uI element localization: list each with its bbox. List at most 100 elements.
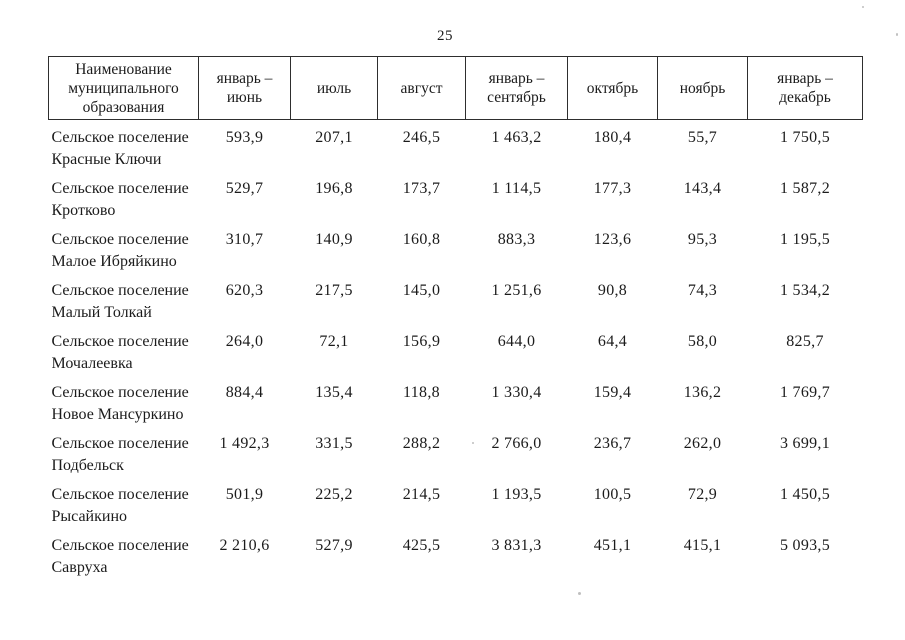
municipality-name-line: Сельское поселение [51,486,189,503]
municipality-name-cell: Сельское поселение Новое Мансуркино [49,375,199,426]
municipality-name-line: Савруха [51,559,108,576]
value-cell: 529,7 [225,180,264,197]
value-cell: 527,9 [315,537,353,554]
scan-speck [862,6,864,8]
value-cell: 72,9 [687,486,718,503]
municipality-name-line: Подбельск [51,457,124,474]
header-line: июль [316,79,352,97]
municipality-name-line: Сельское поселение [51,435,189,452]
value-cell: 180,4 [593,129,632,146]
value-cell: 331,5 [315,435,353,452]
value-cell: 217,5 [315,282,353,299]
municipality-name-cell: Сельское поселение Малое Ибряйкино [49,222,199,273]
table-row: Сельское поселение Кротково 529,7 196,8 173,… [49,171,863,222]
value-cell: 159,4 [593,384,632,401]
value-cell: 207,1 [315,129,353,146]
value-cell: 145,0 [402,282,441,299]
value-cell: 3 831,3 [491,537,542,554]
value-cell: 1 195,5 [779,231,831,248]
value-cell: 825,7 [786,333,824,350]
value-cell: 1 193,5 [491,486,542,503]
header-line: октябрь [586,79,639,97]
value-cell: 225,2 [315,486,353,503]
municipality-name-line: Кротково [51,202,116,219]
value-cell: 451,1 [593,537,632,554]
table-row: Сельское поселение Рысайкино 501,9 225,2 214… [49,477,863,528]
value-cell: 2 766,0 [491,435,542,452]
scan-speck [578,592,581,595]
value-cell: 1 492,3 [219,435,270,452]
value-cell: 95,3 [687,231,718,248]
header-line: декабрь [779,89,831,106]
value-cell: 884,4 [225,384,264,401]
header-august: август [377,56,466,120]
value-cell: 2 210,6 [219,537,270,554]
municipality-name-line: Мочалеевка [51,355,133,372]
header-line: муниципального [68,79,179,97]
header-row: Наименование муниципального образования … [48,56,863,120]
scan-speck [896,33,898,36]
header-november: ноябрь [657,56,748,120]
municipality-name-cell: Сельское поселение Кротково [49,171,199,222]
value-cell: 1 463,2 [491,129,542,146]
municipality-name-cell: Сельское поселение Малый Толкай [49,273,199,324]
value-cell: 160,8 [402,231,441,248]
table-row: Сельское поселение Малое Ибряйкино 310,7 14… [49,222,863,273]
value-cell: 196,8 [315,180,353,197]
value-cell: 1 587,2 [779,180,831,197]
value-cell: 100,5 [593,486,632,503]
value-cell: 1 330,4 [491,384,542,401]
value-cell: 118,8 [403,384,440,401]
header-october: октябрь [567,56,658,120]
header-line: Наименование [75,60,172,78]
value-cell: 177,3 [593,180,632,197]
table-row: Сельское поселение Подбельск 1 492,3 331,5 2… [49,426,863,477]
header-july: июль [290,56,378,120]
value-cell: 288,2 [402,435,441,452]
value-cell: 425,5 [402,537,441,554]
header-line: ноябрь [679,79,726,97]
municipality-name-line: Сельское поселение [51,384,189,401]
table-row: Сельское поселение Савруха 2 210,6 527,9 425… [49,528,863,579]
value-cell: 883,3 [497,231,536,248]
table-body: Сельское поселение Красные Ключи 593,9 207,… [49,120,863,580]
municipality-name-cell: Сельское поселение Рысайкино [49,477,199,528]
municipality-name-line: Сельское поселение [51,537,189,554]
table-header: Наименование муниципального образования … [48,56,863,120]
page-number: 25 [437,28,453,44]
value-cell: 620,3 [225,282,264,299]
municipality-name-line: Сельское поселение [51,333,189,350]
value-cell: 55,7 [687,129,718,146]
value-cell: 1 450,5 [779,486,831,503]
value-cell: 644,0 [497,333,536,350]
header-municipality-name: Наименование муниципального образования [48,56,199,120]
table-row: Сельское поселение Мочалеевка 264,0 72,1 156… [49,324,863,375]
municipality-name-line: Сельское поселение [51,282,189,299]
table-row: Сельское поселение Малый Толкай 620,3 217,5… [49,273,863,324]
value-cell: 214,5 [402,486,441,503]
value-cell: 123,6 [593,231,632,248]
header-january-june: январь – июнь [198,56,291,120]
value-cell: 74,3 [687,282,718,299]
header-line: сентябрь [487,89,546,106]
header-line: январь – [777,70,833,87]
municipality-name-line: Сельское поселение [51,231,189,248]
value-cell: 3 699,1 [779,435,831,452]
header-january-december: январь – декабрь [747,56,863,120]
header-line: январь – [488,70,545,87]
value-cell: 173,7 [402,180,441,197]
municipality-name-line: Новое Мансуркино [51,406,184,423]
value-cell: 143,4 [683,180,722,197]
value-cell: 1 534,2 [779,282,831,299]
header-line: образования [82,98,165,116]
value-cell: 140,9 [315,231,353,248]
header-line: август [400,79,443,97]
value-cell: 593,9 [225,129,264,146]
municipality-name-line: Малое Ибряйкино [51,253,177,270]
header-line: июнь [226,89,263,106]
value-cell: 5 093,5 [779,537,831,554]
header-line: январь – [216,70,273,87]
value-cell: 1 114,5 [491,180,542,197]
value-cell: 310,7 [225,231,264,248]
